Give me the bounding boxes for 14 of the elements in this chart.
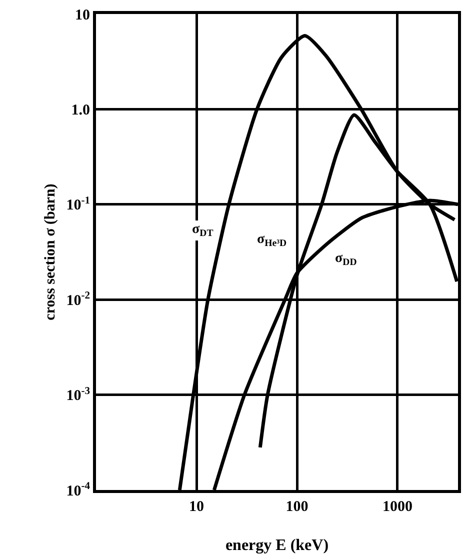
x-axis-title: energy E (keV) <box>225 537 329 554</box>
series-label: σ$_{He³D}$ <box>257 232 287 249</box>
y-tick-label: 10$^{-3}$ <box>66 386 90 404</box>
x-tick-label: 100 <box>286 499 308 515</box>
y-tick-label: 10$^{-2}$ <box>66 290 90 309</box>
y-tick-label: 10 <box>75 7 90 24</box>
y-tick-label: 10$^{-4}$ <box>66 480 91 500</box>
y-tick-label: 10$^{-1}$ <box>66 195 90 214</box>
y-axis-title: cross section σ (barn) <box>42 184 58 320</box>
y-tick-label: 1.0 <box>71 102 90 118</box>
x-tick-label: 1000 <box>382 499 412 515</box>
series-label: σ$_{DT}$ <box>192 222 214 239</box>
series-label: σ$_{DD}$ <box>335 251 357 268</box>
x-tick-label: 10 <box>189 499 204 515</box>
